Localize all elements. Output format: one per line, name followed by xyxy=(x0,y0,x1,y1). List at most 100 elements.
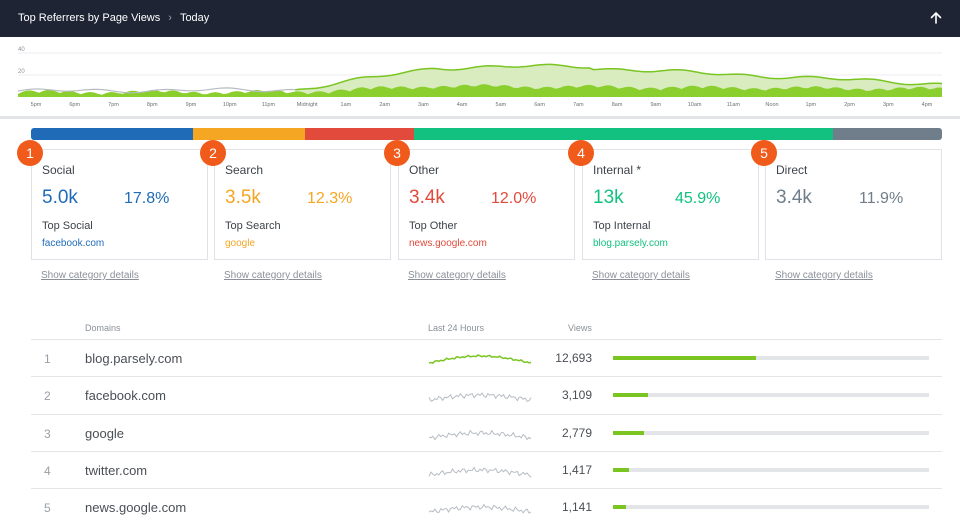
sparkline-path xyxy=(428,466,532,478)
category-name: Direct xyxy=(776,163,808,177)
table-row[interactable]: 3 google 2,779 xyxy=(31,414,942,451)
x-tick-label: 10pm xyxy=(223,102,237,108)
row-rank: 5 xyxy=(44,501,51,515)
table-row[interactable]: 4 twitter.com 1,417 xyxy=(31,451,942,488)
x-tick-label: 11pm xyxy=(262,102,276,108)
x-tick-label: Noon xyxy=(765,102,778,108)
top-referrer-domain[interactable]: blog.parsely.com xyxy=(593,238,668,249)
row-sparkline xyxy=(428,429,532,441)
category-percent: 12.0% xyxy=(491,190,537,207)
category-card[interactable]: Direct 3.4k 11.9% xyxy=(765,149,942,260)
show-category-details-link[interactable]: Show category details xyxy=(592,270,690,281)
x-tick-label: 6pm xyxy=(69,102,80,108)
arrow-up-icon xyxy=(930,11,942,24)
row-views: 12,693 xyxy=(555,351,592,365)
category-percent: 12.3% xyxy=(307,190,353,207)
row-sparkline xyxy=(428,392,532,402)
row-domain[interactable]: blog.parsely.com xyxy=(85,351,183,366)
show-category-details-link[interactable]: Show category details xyxy=(775,270,873,281)
row-domain[interactable]: facebook.com xyxy=(85,388,166,403)
column-header-last24: Last 24 Hours xyxy=(428,323,485,333)
category-value: 3.5k xyxy=(225,187,261,208)
category-bar-segment[interactable] xyxy=(31,128,193,140)
category-card[interactable]: Other 3.4k 12.0% Top Other news.google.com xyxy=(398,149,575,260)
breadcrumb-title[interactable]: Top Referrers by Page Views xyxy=(18,12,161,24)
column-header-views[interactable]: Views xyxy=(568,323,592,333)
category-percent: 11.9% xyxy=(859,190,904,207)
category-value: 3.4k xyxy=(409,187,445,208)
x-tick-label: 5pm xyxy=(31,102,42,108)
row-rank: 4 xyxy=(44,464,51,478)
row-sparkline xyxy=(428,354,532,364)
category-percent: 17.8% xyxy=(124,190,170,207)
category-name: Social xyxy=(42,163,75,177)
row-views-bar-track xyxy=(613,468,929,472)
x-tick-label: 3pm xyxy=(883,102,894,108)
row-views-bar-track xyxy=(613,505,929,509)
category-name: Internal * xyxy=(593,163,642,177)
column-header-domains[interactable]: Domains xyxy=(85,323,121,333)
x-tick-label: 3am xyxy=(418,102,429,108)
category-value: 5.0k xyxy=(42,187,78,208)
top-referrer-domain[interactable]: google xyxy=(225,238,256,249)
table-row[interactable]: 1 blog.parsely.com 12,693 xyxy=(31,339,942,376)
top-referrer-domain[interactable]: facebook.com xyxy=(42,238,105,249)
x-tick-label: 6am xyxy=(534,102,545,108)
category-bar-segment[interactable] xyxy=(305,128,414,140)
timeline-chart: 40 20 5pm 6pm 7pm 8pm 9pm 10pm 11pm Midnight 1am… xyxy=(0,37,960,119)
table-row[interactable]: 5 news.google.com 1,141 xyxy=(31,488,942,525)
sparkline-path xyxy=(428,503,532,514)
category-bar-segment[interactable] xyxy=(193,128,305,140)
category-rank-badge: 2 xyxy=(200,140,226,166)
top-referrer-label: Top Search xyxy=(225,220,281,232)
show-category-details-link[interactable]: Show category details xyxy=(408,270,506,281)
category-rank-badge: 3 xyxy=(384,140,410,166)
show-category-details-link[interactable]: Show category details xyxy=(224,270,322,281)
chevron-right-icon: › xyxy=(168,12,172,24)
row-domain[interactable]: google xyxy=(85,426,125,441)
category-card[interactable]: Search 3.5k 12.3% Top Search google xyxy=(214,149,391,260)
top-referrer-label: Top Other xyxy=(409,220,458,232)
sparkline-path xyxy=(428,354,532,364)
row-views-bar-fill xyxy=(613,431,644,435)
category-card[interactable]: Internal * 13k 45.9% Top Internal blog.parse… xyxy=(582,149,759,260)
category-name: Search xyxy=(225,163,264,177)
x-tick-label: 1am xyxy=(341,102,352,108)
row-views-bar-fill xyxy=(613,356,756,360)
top-bar: Top Referrers by Page Views › Today xyxy=(0,0,960,37)
sparkline-path xyxy=(428,392,532,402)
x-tick-label: 2pm xyxy=(844,102,855,108)
row-views-bar-fill xyxy=(613,393,648,397)
top-referrer-label: Top Internal xyxy=(593,220,651,232)
row-sparkline xyxy=(428,466,532,478)
timeline-line-past xyxy=(17,87,296,94)
y-tick-label: 20 xyxy=(18,69,25,75)
x-tick-label: 9am xyxy=(650,102,661,108)
scroll-top-button[interactable] xyxy=(926,8,946,28)
category-value: 3.4k xyxy=(776,187,812,208)
category-bar-segment[interactable] xyxy=(414,128,833,140)
x-tick-label: 1pm xyxy=(805,102,816,108)
breadcrumb-period[interactable]: Today xyxy=(179,12,210,24)
category-bar-segment[interactable] xyxy=(833,128,942,140)
row-domain[interactable]: twitter.com xyxy=(85,463,148,478)
row-sparkline xyxy=(428,503,532,514)
x-tick-label: 5am xyxy=(496,102,507,108)
timeline-line xyxy=(295,63,943,91)
x-tick-label: 10am xyxy=(688,102,702,108)
category-rank-badge: 4 xyxy=(568,140,594,166)
x-tick-label: 7am xyxy=(573,102,584,108)
x-tick-label: 8pm xyxy=(147,102,158,108)
row-views: 3,109 xyxy=(561,388,592,402)
row-rank: 2 xyxy=(44,389,51,403)
top-referrer-domain[interactable]: news.google.com xyxy=(409,238,487,249)
show-category-details-link[interactable]: Show category details xyxy=(41,270,139,281)
table-row[interactable]: 2 facebook.com 3,109 xyxy=(31,376,942,413)
x-tick-label: 8am xyxy=(612,102,623,108)
row-domain[interactable]: news.google.com xyxy=(85,500,187,515)
row-views-bar-fill xyxy=(613,505,626,509)
category-percent: 45.9% xyxy=(675,190,721,207)
breadcrumb: Top Referrers by Page Views › Today xyxy=(18,12,209,24)
category-card[interactable]: Social 5.0k 17.8% Top Social facebook.com xyxy=(31,149,208,260)
x-tick-label: 4am xyxy=(457,102,468,108)
